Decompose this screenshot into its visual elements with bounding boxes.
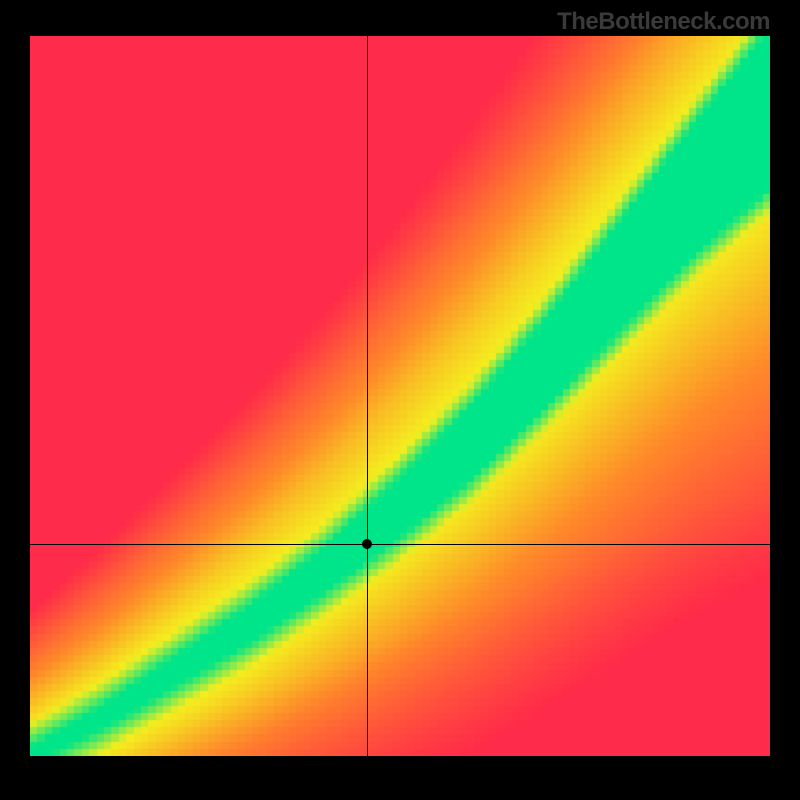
crosshair-horizontal — [30, 544, 770, 545]
crosshair-vertical — [367, 36, 368, 756]
marker-dot — [362, 539, 372, 549]
heatmap-plot — [30, 36, 770, 756]
chart-container: { "watermark": "TheBottleneck.com", "hea… — [0, 0, 800, 800]
watermark-text: TheBottleneck.com — [557, 8, 770, 36]
heatmap-canvas — [30, 36, 770, 756]
